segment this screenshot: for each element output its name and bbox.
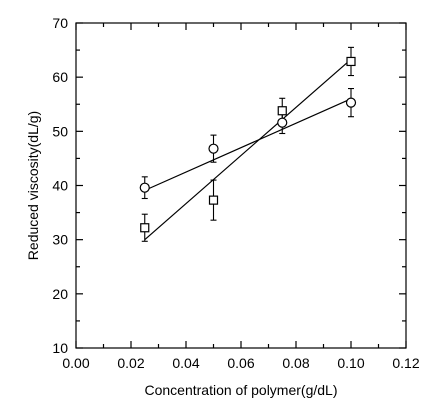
x-tick-label: 0.12 [392, 355, 419, 371]
x-tick-label: 0.02 [117, 355, 144, 371]
y-tick-labels: 10 20 30 40 50 60 70 [52, 15, 68, 356]
y-axis-label: Reduced viscosity(dL/g) [25, 111, 41, 260]
fit-line [144, 58, 352, 241]
y-tick-label: 40 [52, 178, 68, 194]
y-tick-label: 20 [52, 286, 68, 302]
circle-marker [345, 97, 357, 108]
fit-lines [144, 58, 352, 241]
x-tick-label: 0.10 [337, 355, 364, 371]
square-marker [208, 195, 219, 205]
x-tick-label: 0.00 [62, 355, 89, 371]
square-marker [140, 223, 150, 233]
y-tick-label: 50 [52, 123, 68, 139]
x-axis-label: Concentration of polymer(g/dL) [145, 382, 338, 398]
square-marker [277, 106, 287, 116]
x-tick-label: 0.06 [227, 355, 254, 371]
fit-line [144, 98, 352, 191]
circle-marker [277, 117, 288, 128]
x-tick-label: 0.08 [282, 355, 309, 371]
square-marker [346, 56, 356, 67]
circle-marker [139, 182, 150, 193]
x-tick-label: 0.04 [172, 355, 199, 371]
circle-marker [208, 143, 219, 154]
x-tick-labels: 0.00 0.02 0.04 0.06 0.08 0.10 0.12 [62, 355, 419, 371]
data-markers [139, 56, 357, 233]
y-tick-label: 10 [52, 340, 68, 356]
y-tick-label: 70 [52, 15, 68, 31]
axis-ticks [75, 22, 407, 349]
y-tick-label: 60 [52, 69, 68, 85]
plot-frame [75, 22, 407, 349]
y-tick-label: 30 [52, 232, 68, 248]
